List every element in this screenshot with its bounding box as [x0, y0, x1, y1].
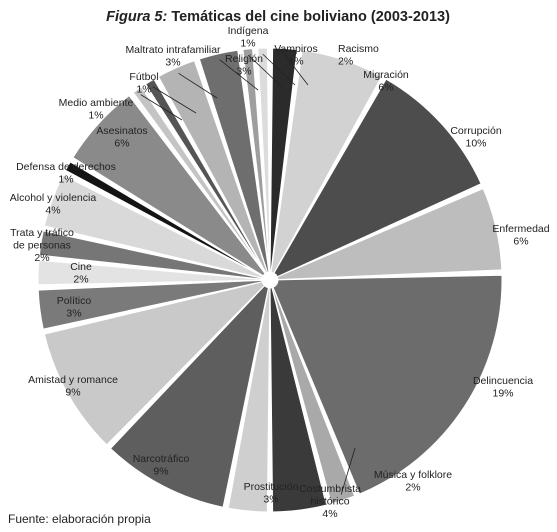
slice-label-13: Trata y tráfico de personas 2%	[10, 227, 74, 264]
leader-line-17	[140, 94, 183, 121]
leader-line-22	[262, 53, 296, 86]
slice-label-18: Fútbol 1%	[129, 71, 158, 96]
pie-slice-9	[109, 285, 269, 508]
slice-label-15: Defensa de derechos 1%	[16, 161, 116, 186]
leader-line-18	[152, 86, 197, 114]
pie-slice-4	[276, 187, 503, 281]
slice-labels: Racismo 2%Migración 6% Corrupción 10% Enferme…	[10, 25, 550, 520]
leader-line-19	[178, 73, 218, 99]
slice-label-1: Racismo 2%	[338, 43, 379, 68]
chart-title: Figura 5: Temáticas del cine boliviano (2…	[106, 9, 450, 25]
pie-slice-5	[272, 274, 503, 495]
pie-slice-7	[269, 287, 327, 513]
source-note: Fuente: elaboración propia	[8, 512, 151, 526]
pie-slice-3	[273, 78, 482, 278]
leader-lines	[140, 53, 356, 495]
pie-slice-11	[37, 279, 263, 330]
slice-label-17: Medio ambiente 1%	[59, 97, 134, 122]
pie-slice-10	[43, 281, 266, 446]
figure-label: Figura 5:	[106, 9, 167, 25]
pie-slice-16	[72, 94, 266, 277]
slice-label-16: Asesinatos 6%	[96, 125, 147, 150]
slice-label-2: Migración 6%	[363, 69, 409, 94]
pie-slice-14	[43, 174, 264, 279]
chart-title-text: Temáticas del cine boliviano (2003-2013)	[171, 9, 450, 25]
slice-label-20: Religión 3%	[225, 53, 263, 78]
pie-slice-2	[270, 49, 383, 274]
slice-label-19: Maltrato intrafamiliar 3%	[125, 44, 221, 69]
pie-slice-19	[157, 60, 269, 274]
leader-line-1	[284, 54, 309, 86]
slice-label-11: Político 3%	[57, 295, 92, 320]
slice-label-8: Prostitución 3%	[244, 481, 299, 506]
slice-label-6: Música y folklore 2%	[374, 469, 452, 494]
slice-label-12: Cine 2%	[70, 261, 92, 286]
slice-label-22: Vampiros 1%	[274, 43, 318, 68]
slice-label-21: Indígena 1%	[228, 25, 269, 50]
pie-slice-12	[37, 259, 263, 286]
pie-slice-6	[271, 286, 356, 505]
pie-slices	[37, 47, 503, 513]
slice-label-4: Enfermedad 6%	[492, 223, 549, 248]
pie-slice-8	[227, 287, 271, 513]
pie-slice-13	[38, 230, 263, 280]
slice-label-5: Delincuencia 19%	[473, 375, 533, 400]
slice-label-3: Corrupción 10%	[450, 125, 502, 150]
slice-label-7: Costumbrista histórico 4%	[299, 483, 361, 520]
slice-label-14: Alcohol y violencia 4%	[10, 192, 97, 217]
slice-label-9: Narcotráfico 9%	[133, 453, 190, 478]
pie-slice-22	[257, 47, 271, 273]
slice-label-10: Amistad y romance 9%	[28, 374, 118, 399]
leader-line-21	[248, 54, 283, 88]
leader-line-20	[219, 59, 259, 91]
leader-line-6	[340, 447, 356, 495]
pie-slice-20	[198, 49, 270, 274]
